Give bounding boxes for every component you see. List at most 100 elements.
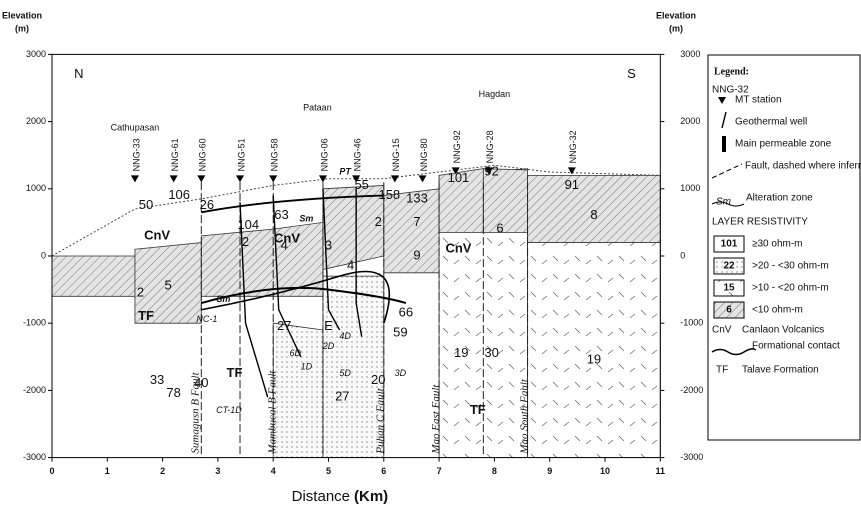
station-name: NNG-46 — [353, 138, 363, 171]
station-marker — [236, 175, 244, 182]
legend-text: Formational contact — [752, 341, 840, 352]
zone-label: 2D — [322, 341, 335, 351]
y-tick-label: -3000 — [23, 452, 46, 462]
zone-label: 1D — [301, 361, 313, 371]
legend-text: 15 — [723, 283, 735, 294]
x-axis-unit: (Km) — [354, 488, 388, 505]
zone-label: TF — [138, 308, 154, 323]
place-name: Hagdan — [479, 89, 511, 99]
legend-text: MT station — [735, 95, 782, 106]
legend-text: >20 - <30 ohm-m — [752, 261, 829, 272]
zone-label: CT-1D — [216, 405, 242, 415]
x-tick-label: 0 — [49, 466, 54, 476]
legend-text: Canlaon Volcanics — [742, 325, 824, 336]
x-tick-label: 6 — [381, 466, 386, 476]
zone-label: NC-1 — [196, 314, 217, 324]
station-marker — [131, 175, 139, 182]
zone-label: 33 — [150, 372, 164, 387]
zone-label: 4D — [339, 331, 351, 341]
legend-text: Sm — [716, 197, 731, 208]
zone-label: 7 — [413, 214, 420, 229]
station-name: NNG-51 — [236, 138, 246, 171]
compass: N — [74, 66, 83, 81]
zone-label: 133 — [406, 190, 428, 205]
legend-text: 6 — [726, 305, 732, 316]
y-tick-label: 2000 — [26, 116, 46, 126]
zone-label: 78 — [166, 385, 180, 400]
x-tick-label: 2 — [160, 466, 165, 476]
y-tick-label: -2000 — [23, 385, 46, 395]
y-tick-label: -3000 — [680, 452, 703, 462]
station-name: NNG-80 — [419, 138, 429, 171]
axis-unit: (m) — [669, 23, 683, 33]
zone-label: 55 — [354, 177, 368, 192]
legend-text: TF — [716, 365, 728, 376]
cross-section: 30003000200020001000100000-1000-1000-200… — [0, 0, 861, 512]
zone-label: Sm — [216, 294, 230, 304]
zone-label: 158 — [378, 187, 400, 202]
x-tick-label: 1 — [105, 466, 110, 476]
zone-label: PT — [339, 166, 352, 176]
zone-label: 30 — [484, 345, 498, 360]
legend-text: Talave Formation — [742, 365, 819, 376]
zone-label: 26 — [200, 197, 214, 212]
station-marker — [170, 175, 178, 182]
zone-label: 59 — [393, 325, 407, 340]
x-tick-label: 8 — [492, 466, 497, 476]
place-name: Pataan — [303, 103, 332, 113]
axis-title: Elevation — [656, 10, 696, 20]
y-tick-label: -1000 — [23, 318, 46, 328]
station-name: NNG-33 — [131, 138, 141, 171]
axis-unit: (m) — [15, 23, 29, 33]
y-tick-label: 0 — [41, 250, 46, 260]
station-marker — [269, 175, 277, 182]
compass: S — [627, 66, 636, 81]
legend-text: Fault, dashed where inferred — [745, 161, 861, 172]
station-marker — [419, 175, 427, 182]
zone-label: 5 — [165, 278, 172, 293]
fault-name: Mambucal B Fault — [267, 370, 279, 455]
legend-text: ≥30 ohm-m — [752, 239, 803, 250]
legend-text: <10 ohm-m — [752, 305, 803, 316]
zone-label: 66 — [399, 305, 413, 320]
zone-label: 9 — [413, 247, 420, 262]
y-tick-label: 1000 — [26, 183, 46, 193]
x-axis-title: Distance — [292, 488, 350, 505]
zone-label: Sm — [299, 213, 313, 223]
zone-label: 6 — [496, 221, 503, 236]
station-name: NNG-61 — [170, 138, 180, 171]
station-name: NNG-60 — [198, 138, 208, 171]
legend-text: 22 — [723, 261, 735, 272]
legend-text: CnV — [712, 325, 732, 336]
legend-text: LAYER RESISTIVITY — [712, 217, 808, 228]
station-name: NNG-92 — [452, 130, 462, 163]
zone-label: 4 — [347, 258, 354, 273]
zone-label: 3 — [325, 237, 332, 252]
legend-text: Alteration zone — [746, 193, 813, 204]
station-name: NNG-58 — [270, 138, 280, 171]
legend: Legend:NNG-32MT stationGeothermal wellMa… — [708, 55, 861, 440]
legend-text: 101 — [721, 239, 738, 250]
fault-name: Puhan C Fault — [375, 387, 387, 454]
y-tick-label: -1000 — [680, 318, 703, 328]
zone-label: 6D — [290, 348, 302, 358]
y-tick-label: 2000 — [680, 116, 700, 126]
x-tick-label: 3 — [215, 466, 220, 476]
legend-text: Geothermal well — [735, 117, 807, 128]
y-tick-label: 1000 — [680, 183, 700, 193]
x-tick-label: 10 — [600, 466, 610, 476]
x-tick-label: 5 — [326, 466, 331, 476]
fault-name: Sumagusn B Fault — [189, 371, 201, 453]
axis-title: Elevation — [2, 10, 42, 20]
legend-text: Main permeable zone — [735, 139, 832, 150]
zone-label: 27 — [277, 318, 291, 333]
zone-label: CnV — [445, 241, 471, 256]
zone-label: 50 — [139, 197, 153, 212]
place-name: Cathupasan — [111, 123, 160, 133]
zone-label: 20 — [371, 372, 385, 387]
x-tick-label: 9 — [547, 466, 552, 476]
fault-name: Mao East Fault — [430, 384, 442, 455]
zone-label: 8 — [590, 207, 597, 222]
zone-label: TF — [470, 402, 486, 417]
zone-label: 104 — [237, 217, 259, 232]
